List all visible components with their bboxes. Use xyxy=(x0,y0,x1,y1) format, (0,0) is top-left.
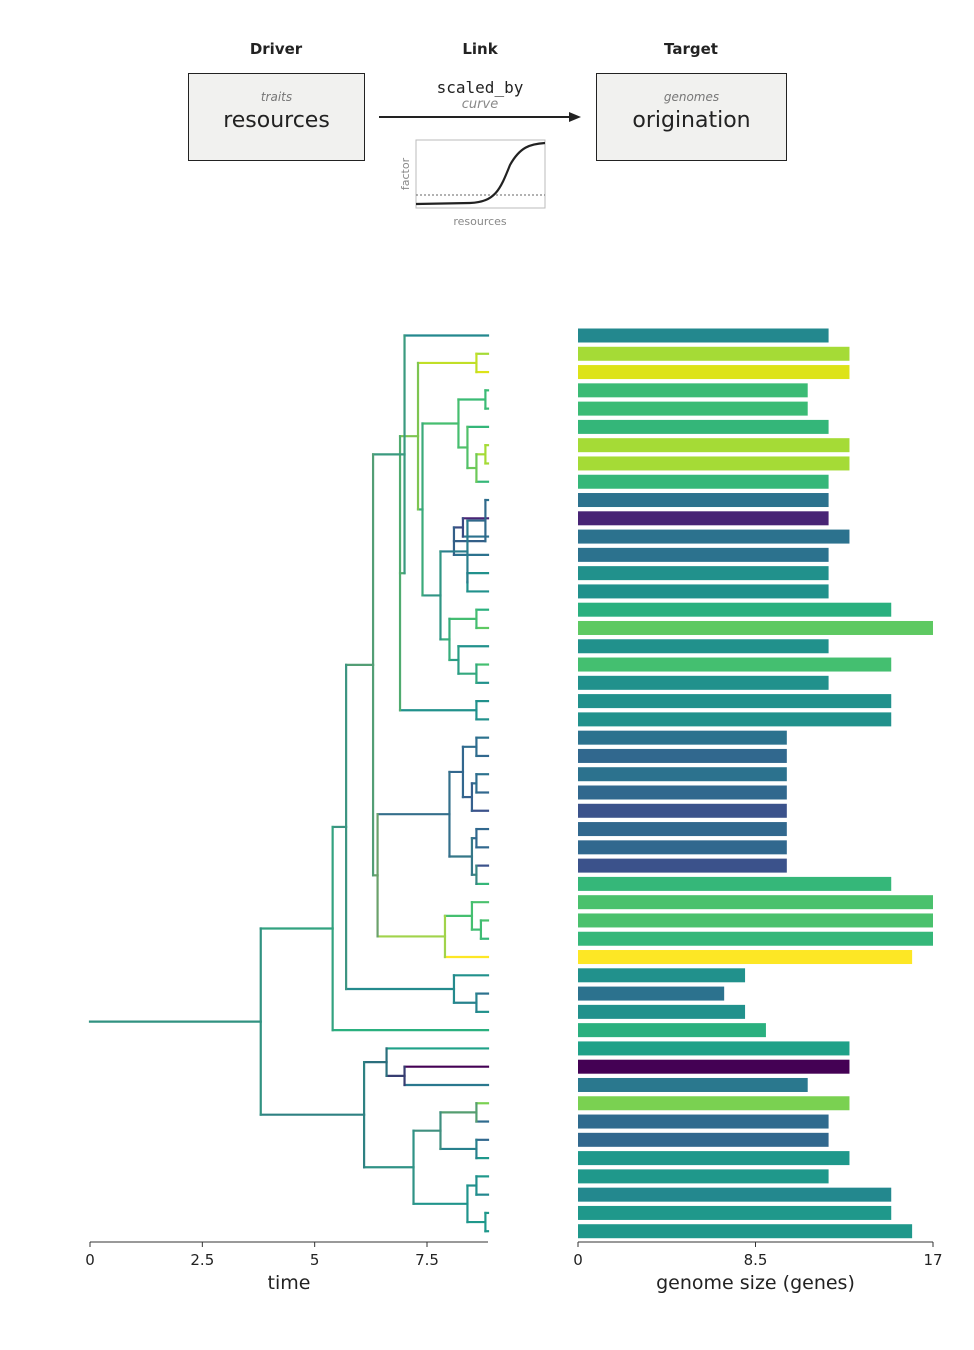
tree-x-tick-label: 0 xyxy=(85,1251,95,1269)
link-header: Link xyxy=(462,40,498,58)
bar-26 xyxy=(578,785,787,800)
driver-header: Driver xyxy=(249,40,303,58)
bar-46 xyxy=(578,1151,850,1166)
inset-ylabel: factor xyxy=(399,157,412,190)
tree-x-tick-label: 2.5 xyxy=(190,1251,214,1269)
bar-34 xyxy=(578,931,933,946)
bar-43 xyxy=(578,1096,850,1111)
bar-17 xyxy=(578,620,933,635)
bar-23 xyxy=(578,730,787,745)
bar-37 xyxy=(578,986,725,1001)
bar-8 xyxy=(578,456,850,471)
link-arrow xyxy=(379,112,581,122)
bar-5 xyxy=(578,401,808,416)
bar-22 xyxy=(578,712,892,727)
bar-x-axis-label: genome size (genes) xyxy=(656,1272,855,1294)
driver-category: traits xyxy=(260,90,293,104)
bar-11 xyxy=(578,511,829,526)
bar-15 xyxy=(578,584,829,599)
bar-50 xyxy=(578,1224,913,1239)
bar-1 xyxy=(578,328,829,343)
bar-x-tick-label: 8.5 xyxy=(744,1251,768,1269)
link-kind: curve xyxy=(461,97,499,112)
inset-xlabel: resources xyxy=(453,215,507,228)
bar-10 xyxy=(578,493,829,508)
bar-33 xyxy=(578,913,933,928)
bar-18 xyxy=(578,639,829,654)
bar-47 xyxy=(578,1169,829,1184)
curve-inset: factor resources xyxy=(399,139,546,228)
bar-20 xyxy=(578,675,829,690)
bar-49 xyxy=(578,1205,892,1220)
target-box: genomes origination xyxy=(596,73,787,161)
tree-x-tick-label: 5 xyxy=(310,1251,320,1269)
bar-45 xyxy=(578,1132,829,1147)
bar-x-tick-label: 17 xyxy=(923,1251,942,1269)
bar-x-tick-label: 0 xyxy=(573,1251,583,1269)
bar-6 xyxy=(578,419,829,434)
bar-40 xyxy=(578,1041,850,1056)
bar-13 xyxy=(578,547,829,562)
bar-28 xyxy=(578,822,787,837)
bar-35 xyxy=(578,950,913,965)
driver-box: traits resources xyxy=(188,73,365,161)
bar-25 xyxy=(578,767,787,782)
bar-16 xyxy=(578,602,892,617)
bar-12 xyxy=(578,529,850,544)
driver-name: resources xyxy=(223,108,330,133)
bar-38 xyxy=(578,1004,746,1019)
bar-48 xyxy=(578,1187,892,1202)
tree-x-tick-label: 7.5 xyxy=(415,1251,439,1269)
bar-21 xyxy=(578,694,892,709)
bar-41 xyxy=(578,1059,850,1074)
bar-27 xyxy=(578,803,787,818)
bar-3 xyxy=(578,365,850,380)
tree-x-axis-label: time xyxy=(268,1272,311,1294)
target-name: origination xyxy=(632,108,751,133)
bar-7 xyxy=(578,438,850,453)
bar-2 xyxy=(578,346,850,361)
target-category: genomes xyxy=(663,90,720,104)
bar-31 xyxy=(578,876,892,891)
bar-19 xyxy=(578,657,892,672)
bar-36 xyxy=(578,968,746,983)
bar-30 xyxy=(578,858,787,873)
bar-4 xyxy=(578,383,808,398)
bar-32 xyxy=(578,895,933,910)
link-operation: scaled_by xyxy=(436,78,524,97)
bar-9 xyxy=(578,474,829,489)
bar-24 xyxy=(578,748,787,763)
bar-39 xyxy=(578,1023,766,1038)
bar-44 xyxy=(578,1114,829,1129)
bar-14 xyxy=(578,566,829,581)
bar-42 xyxy=(578,1077,808,1092)
target-header: Target xyxy=(664,40,718,58)
bar-29 xyxy=(578,840,787,855)
